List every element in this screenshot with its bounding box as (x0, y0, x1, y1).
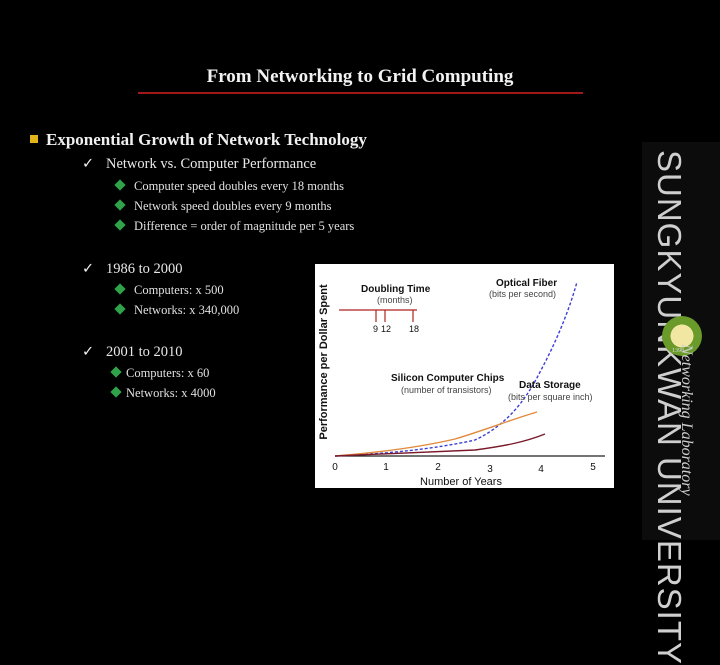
doubling-value: 18 (409, 324, 419, 334)
lab-name: Networking Laboratory (678, 344, 695, 496)
x-tick-label: 1 (383, 462, 389, 473)
growth-figure-svg: Performance per Dollar Spent Number of Y… (318, 278, 605, 488)
x-axis-label: Number of Years (420, 476, 502, 488)
title-underline (138, 92, 583, 94)
silicon-chips-curve (334, 433, 546, 457)
x-tick-label: 5 (590, 462, 596, 473)
data-storage-label: Data Storage (519, 380, 581, 391)
list-item: Networks: x 340,000 (114, 303, 239, 318)
logo-year: 1398 (672, 348, 684, 354)
diamond-bullet-icon (114, 179, 126, 191)
doubling-value: 9 (373, 324, 378, 334)
data-storage-curve (334, 411, 538, 457)
list-item: Computers: x 60 (110, 366, 209, 381)
main-heading: Exponential Growth of Network Technology (30, 130, 367, 150)
section-label: ✓ 1986 to 2000 (82, 261, 183, 277)
diamond-bullet-icon (114, 219, 126, 231)
optical-fiber-label: Optical Fiber (496, 278, 557, 289)
x-tick-label: 2 (435, 462, 441, 473)
diamond-bullet-icon (114, 303, 126, 315)
y-axis-label: Performance per Dollar Spent (318, 284, 330, 440)
x-tick-label: 4 (538, 464, 544, 475)
diamond-bullet-icon (110, 386, 122, 398)
slide-title: From Networking to Grid Computing (206, 66, 514, 87)
list-item: Networks: x 4000 (110, 386, 216, 401)
diamond-bullet-icon (110, 366, 122, 378)
diamond-bullet-icon (114, 199, 126, 211)
list-item: Network speed doubles every 9 months (114, 199, 332, 214)
section-label: ✓ 2001 to 2010 (82, 344, 183, 360)
diamond-bullet-icon (114, 283, 126, 295)
doubling-time-subtitle: (months) (377, 295, 413, 305)
square-bullet-icon (30, 135, 38, 144)
heading-text: Exponential Growth of Network Technology (46, 130, 367, 149)
growth-figure: Performance per Dollar Spent Number of Y… (315, 264, 614, 488)
optical-fiber-sublabel: (bits per second) (489, 289, 556, 299)
silicon-chips-sublabel: (number of transistors) (401, 385, 492, 395)
optical-fiber-curve (334, 281, 578, 457)
data-storage-sublabel: (bits per square inch) (508, 392, 593, 402)
list-item: Computer speed doubles every 18 months (114, 179, 344, 194)
doubling-value: 12 (381, 324, 391, 334)
checkmark-icon: ✓ (82, 156, 95, 172)
silicon-chips-label: Silicon Computer Chips (391, 373, 505, 384)
university-seal-logo (662, 316, 702, 356)
checkmark-icon: ✓ (82, 344, 95, 360)
section-label: ✓ Network vs. Computer Performance (82, 156, 317, 172)
list-item: Difference = order of magnitude per 5 ye… (114, 219, 354, 234)
checkmark-icon: ✓ (82, 261, 95, 277)
x-tick-label: 0 (332, 462, 338, 473)
x-tick-label: 3 (487, 464, 493, 475)
doubling-time-title: Doubling Time (361, 284, 431, 295)
list-item: Computers: x 500 (114, 283, 224, 298)
